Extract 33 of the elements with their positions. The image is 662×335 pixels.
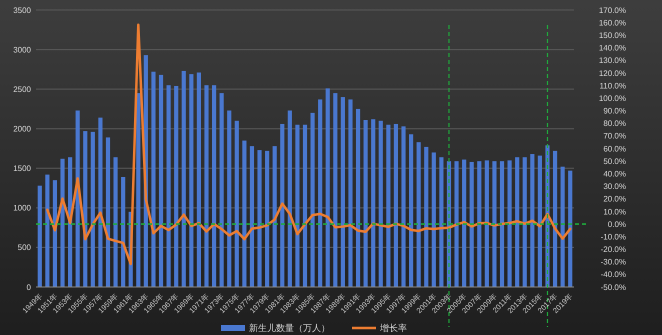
y2-tick-label: -30.0% (600, 258, 626, 267)
y2-tick-label: 60.0% (603, 144, 626, 154)
y2-tick-label: 90.0% (603, 106, 626, 116)
y2-tick-label: 150.0% (598, 30, 626, 40)
y-tick-label: 1500 (13, 164, 32, 174)
y2-tick-label: 10.0% (603, 207, 626, 216)
legend-label: 增长率 (379, 323, 407, 333)
y2-tick-label: 30.0% (603, 182, 626, 192)
legend-label: 新生儿数量（万人） (249, 323, 330, 333)
y2-tick-label: -50.0% (600, 282, 626, 292)
y-tick-label: 0 (26, 282, 32, 292)
y2-tick-label: 100.0% (598, 94, 626, 103)
y-tick-label: 2000 (13, 124, 32, 134)
y2-tick-label: 140.0% (598, 44, 626, 53)
y2-tick-label: 70.0% (603, 132, 626, 141)
y-tick-label: 3000 (13, 45, 32, 54)
y2-tick-label: 120.0% (598, 68, 626, 78)
y2-tick-label: 0.0% (608, 220, 626, 229)
y2-tick-label: 20.0% (603, 194, 626, 204)
y2-tick-label: 160.0% (598, 18, 626, 28)
y2-tick-label: 110.0% (599, 81, 626, 90)
y2-tick-label: 170.0% (598, 6, 626, 15)
y2-tick-label: -40.0% (600, 270, 626, 280)
y2-tick-label: -10.0% (600, 232, 626, 242)
y-tick-label: 1000 (13, 204, 32, 213)
y-tick-label: 500 (18, 243, 32, 252)
y-tick-label: 3500 (13, 6, 32, 15)
y2-tick-label: 130.0% (598, 56, 626, 66)
y2-tick-label: -20.0% (600, 245, 626, 254)
y2-tick-label: 50.0% (603, 156, 626, 166)
y2-tick-label: 40.0% (603, 169, 626, 178)
y-tick-label: 2500 (13, 84, 32, 94)
y2-tick-label: 80.0% (603, 119, 626, 128)
